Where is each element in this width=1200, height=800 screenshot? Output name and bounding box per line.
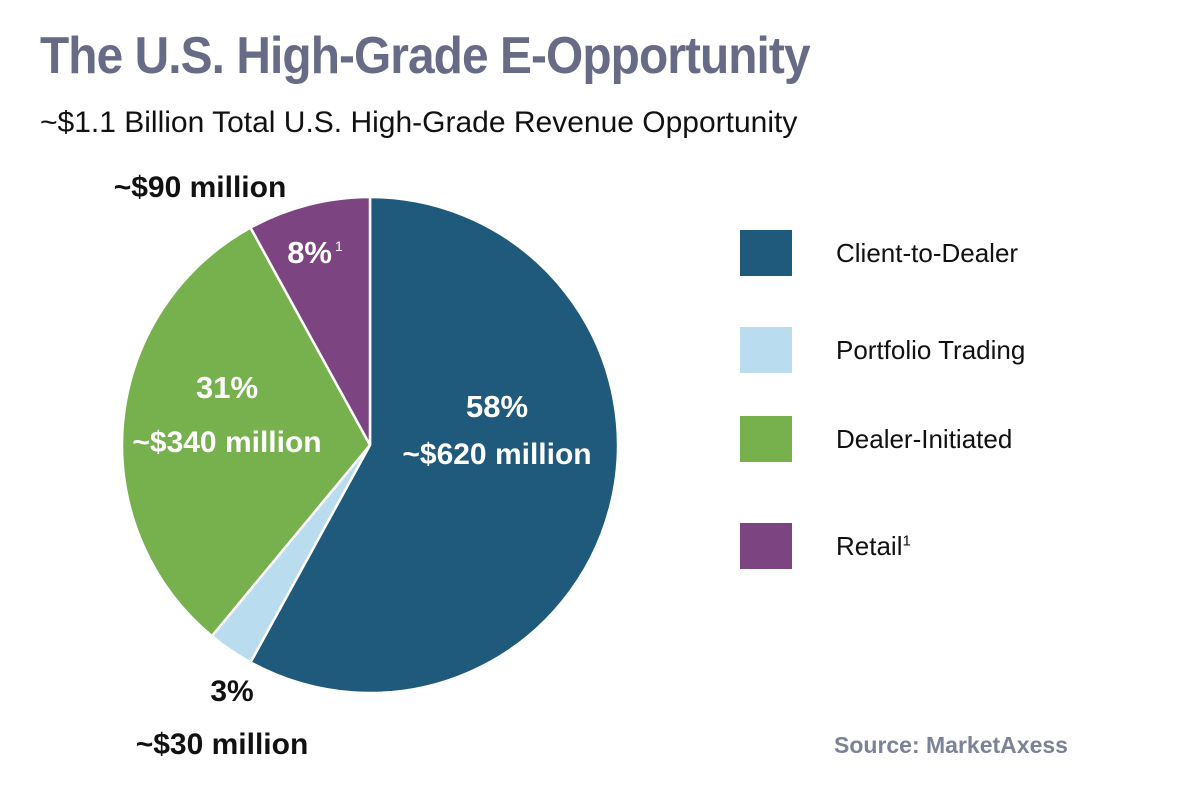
data-label-value-client-to-dealer: ~$620 million	[402, 438, 591, 471]
chart-title: The U.S. High-Grade E-Opportunity	[40, 27, 811, 85]
data-label-percent-client-to-dealer: 58%	[466, 389, 528, 424]
chart-subtitle: ~$1.1 Billion Total U.S. High-Grade Reve…	[40, 106, 798, 139]
source-note: Source: MarketAxess	[834, 732, 1068, 758]
data-label-value-portfolio-trading: ~$30 million	[136, 728, 309, 761]
pie-slice-client-to-dealer	[249, 195, 620, 695]
data-label-value-dealer-initiated: ~$340 million	[132, 426, 321, 459]
data-label-percent-dealer-initiated: 31%	[196, 370, 258, 405]
pie-slice-retail	[249, 195, 372, 447]
data-label-value-retail: ~$90 million	[114, 171, 287, 204]
pie-slice-dealer-initiated	[120, 226, 372, 638]
data-label-percent-retail-footnote: 1	[335, 238, 343, 254]
data-label-percent-portfolio-trading: 3%	[210, 675, 253, 708]
